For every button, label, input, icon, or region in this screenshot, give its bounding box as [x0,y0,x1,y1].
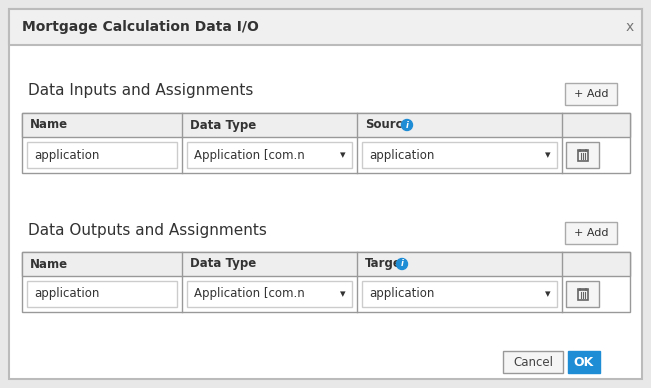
Bar [362,142,557,168]
Text: ▾: ▾ [545,289,551,299]
Text: OK: OK [574,355,594,369]
Bar [362,281,557,307]
Text: i: i [406,121,408,130]
Text: Data Type: Data Type [190,118,256,132]
Bar [503,351,563,373]
Text: Application [com.n: Application [com.n [194,149,305,161]
Text: Source: Source [365,118,411,132]
Text: i: i [400,260,404,268]
Text: Data Type: Data Type [190,258,256,270]
Text: application: application [369,288,434,300]
Bar [565,222,617,244]
Bar [22,113,630,173]
Bar [577,290,587,300]
Bar [27,142,177,168]
Text: + Add: + Add [574,228,608,238]
Bar [9,9,642,45]
Bar [566,142,599,168]
Bar [565,83,617,105]
Bar [568,351,600,373]
Text: application: application [369,149,434,161]
Bar [187,281,352,307]
Text: Application [com.n: Application [com.n [194,288,305,300]
Bar [566,281,599,307]
Bar [577,151,587,161]
Text: Cancel: Cancel [513,355,553,369]
Bar [22,252,630,276]
Text: ▾: ▾ [545,150,551,160]
Text: x: x [626,20,634,34]
Bar [187,142,352,168]
Text: ▾: ▾ [340,150,346,160]
Text: Mortgage Calculation Data I/O: Mortgage Calculation Data I/O [22,20,259,34]
Text: Name: Name [30,118,68,132]
Text: application: application [34,149,100,161]
Circle shape [396,258,408,270]
Text: ▾: ▾ [340,289,346,299]
Text: + Add: + Add [574,89,608,99]
Bar [27,281,177,307]
Text: Data Outputs and Assignments: Data Outputs and Assignments [28,222,267,237]
Bar [22,252,630,312]
Text: Target: Target [365,258,408,270]
Bar [22,113,630,137]
Text: Data Inputs and Assignments: Data Inputs and Assignments [28,83,253,99]
Text: application: application [34,288,100,300]
Circle shape [402,120,413,130]
Text: Name: Name [30,258,68,270]
